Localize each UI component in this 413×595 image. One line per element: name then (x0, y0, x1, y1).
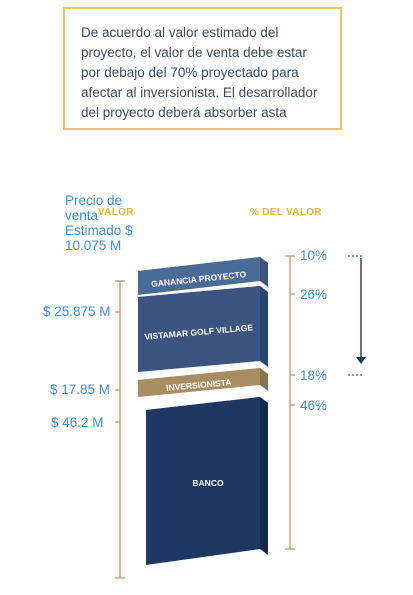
arrow-down-icon (356, 357, 366, 364)
segment-banco: BANCO (146, 397, 268, 565)
estimated-price-label: Precio de venta Estimado $ 10.075 M (65, 193, 133, 253)
value-column-header: VALOR (98, 207, 134, 218)
value-label-inversionista: $ 17.85 M (50, 382, 111, 397)
value-label-vistamar: $ 25.875 M (43, 304, 111, 319)
right-bracket (285, 255, 295, 550)
range-arrow (348, 255, 366, 376)
percent-label-inversionista: 18% (300, 368, 328, 383)
segment-label-banco: BANCO (192, 478, 224, 488)
note-text: De acuerdo al valor estimado del proyect… (81, 25, 318, 120)
info-note-box: De acuerdo al valor estimado del proyect… (63, 7, 342, 130)
percent-label-vistamar: 26% (300, 287, 328, 302)
percent-label-ganancia: 10% (300, 248, 328, 263)
percent-column-header: % DEL VALOR (250, 207, 322, 218)
segment-inversionista: INVERSIONISTA (138, 368, 268, 397)
value-label-banco: $ 46.2 M (51, 415, 104, 430)
segment-vistamar-golf-village: VISTAMAR GOLF VILLAGE (138, 286, 268, 372)
percent-label-banco: 46% (300, 398, 328, 413)
segment-ganancia-proyecto: GANANCIA PROYECTO (138, 257, 268, 295)
left-bracket (115, 280, 125, 579)
